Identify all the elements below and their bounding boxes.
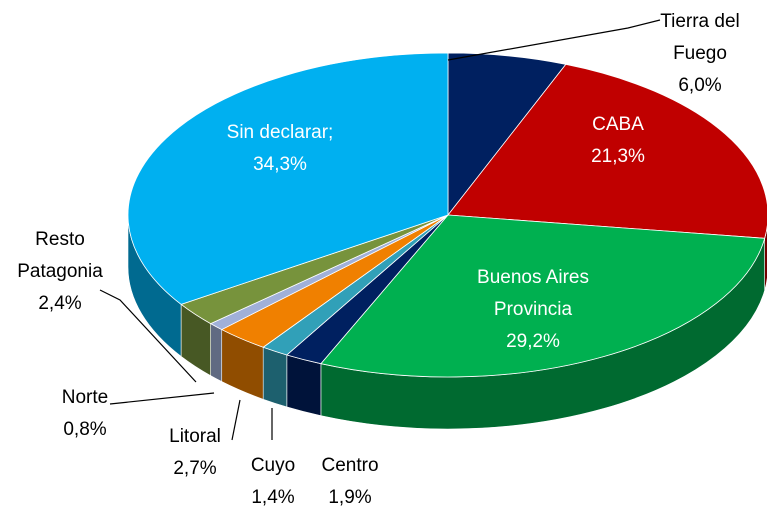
- leader-line: [447, 19, 661, 61]
- pie-side: [262, 346, 288, 408]
- pie-slice: [127, 52, 449, 305]
- label-value: 34,3%: [253, 154, 307, 175]
- label-name: Cuyo: [250, 455, 296, 476]
- label-value: 2,4%: [38, 293, 82, 314]
- pie-side: [286, 354, 322, 417]
- leader-line: [99, 289, 197, 383]
- data-label: Litoral 2,7%: [155, 421, 235, 485]
- label-value: 0,8%: [63, 419, 107, 440]
- data-label: Resto Patagonia 2,4%: [5, 224, 115, 320]
- label-name: Sin declarar;: [226, 122, 334, 143]
- label-name: Resto Patagonia: [17, 229, 103, 282]
- label-value: 21,3%: [591, 146, 645, 167]
- leader-line: [231, 399, 241, 441]
- leader-line: [109, 392, 215, 405]
- pie-slice: [447, 63, 767, 239]
- label-value: 1,4%: [251, 487, 295, 508]
- label-name: Buenos Aires Provincia: [477, 267, 589, 320]
- label-value: 2,7%: [173, 458, 217, 479]
- label-name: Norte: [61, 387, 109, 408]
- data-label: Centro 1,9%: [310, 450, 390, 510]
- label-name: Tierra del Fuego: [660, 11, 740, 64]
- label-value: 6,0%: [678, 75, 722, 96]
- data-label: Buenos Aires Provincia 29,2%: [448, 262, 618, 358]
- data-label: Cuyo 1,4%: [233, 450, 313, 510]
- pie-side: [210, 323, 223, 383]
- pie-slice: [320, 214, 766, 378]
- label-name: CABA: [592, 114, 644, 135]
- label-value: 1,9%: [328, 487, 372, 508]
- label-value: 29,2%: [506, 331, 560, 352]
- pie-slice: [447, 52, 567, 217]
- data-label: Sin declarar; 34,3%: [200, 117, 360, 181]
- data-label: Norte 0,8%: [45, 382, 125, 446]
- label-name: Centro: [321, 455, 379, 476]
- data-label: Tierra del Fuego 6,0%: [645, 6, 755, 102]
- data-label: CABA 21,3%: [558, 109, 678, 173]
- label-name: Litoral: [169, 426, 221, 447]
